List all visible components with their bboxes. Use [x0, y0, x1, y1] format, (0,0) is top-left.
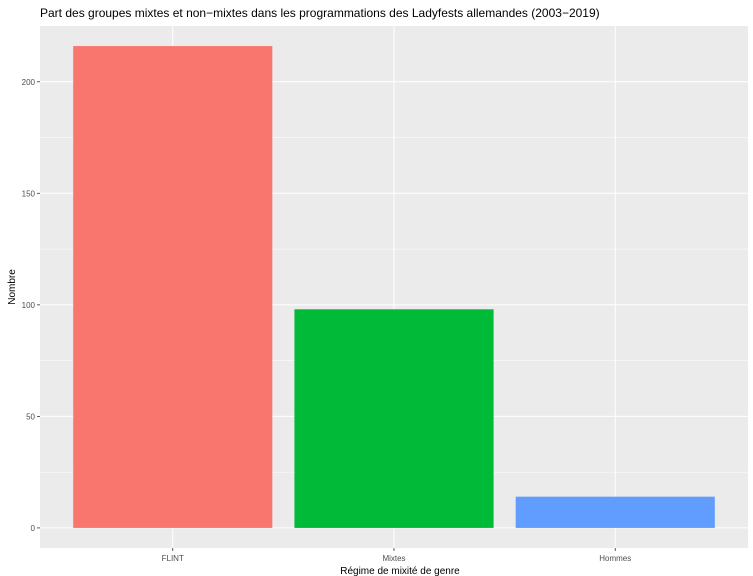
- y-axis-title: Nombre: [7, 269, 18, 305]
- y-tick-label: 50: [26, 412, 35, 421]
- bars: [73, 46, 715, 528]
- bar-mixtes: [294, 309, 494, 528]
- y-tick-label: 0: [31, 524, 36, 533]
- y-tick-label: 150: [22, 189, 36, 198]
- y-tick-label: 100: [22, 301, 36, 310]
- x-tick-label: FLINT: [162, 554, 184, 563]
- chart-title: Part des groupes mixtes et non−mixtes da…: [40, 6, 600, 20]
- x-tick-label: Hommes: [599, 554, 631, 563]
- x-tick-label: Mixtes: [382, 554, 405, 563]
- y-tick-label: 200: [22, 78, 36, 87]
- bar-flint: [73, 46, 273, 528]
- y-axis: 0 50 100 150 200: [22, 78, 40, 533]
- x-axis: FLINT Mixtes Hommes: [162, 548, 631, 563]
- bar-hommes: [515, 496, 715, 528]
- x-axis-title: Régime de mixité de genre: [340, 566, 460, 576]
